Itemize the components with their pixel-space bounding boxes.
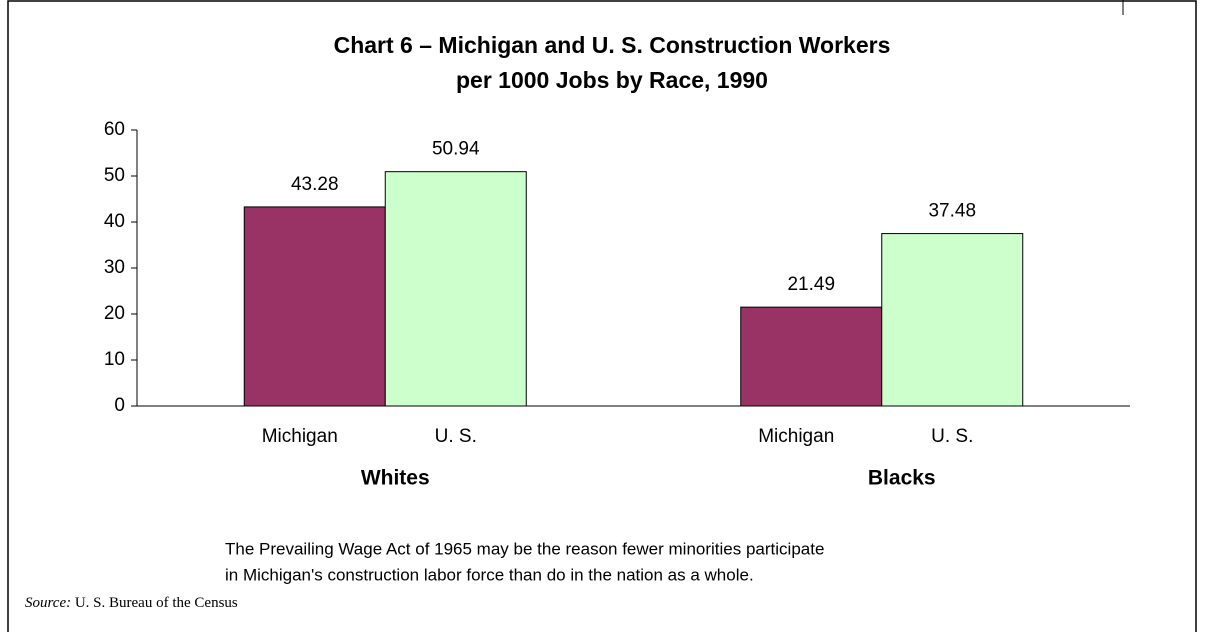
note: The Prevailing Wage Act of 1965 may be t… [225, 539, 824, 558]
bar [243, 206, 386, 407]
y-tick-label: 40 [104, 211, 125, 232]
y-tick-label: 30 [104, 257, 125, 278]
x-category-label: Whites [361, 467, 430, 490]
series-label: Michigan [262, 426, 338, 447]
note: in Michigan's construction labor force t… [225, 565, 754, 584]
series-label: U. S. [931, 426, 973, 447]
value-label: 37.48 [928, 201, 976, 222]
chart-title: per 1000 Jobs by Race, 1990 [456, 67, 768, 93]
x-category-label: Blacks [868, 467, 936, 490]
series-label: U. S. [435, 426, 477, 447]
source: Source: U. S. Bureau of the Census [25, 595, 238, 611]
y-tick-label: 0 [114, 395, 125, 416]
series-label: Michigan [758, 426, 834, 447]
value-label: 43.28 [291, 174, 339, 195]
value-label: 50.94 [432, 139, 480, 160]
y-tick-label: 50 [104, 165, 125, 186]
source-label: Source: [25, 595, 71, 611]
source-text: U. S. Bureau of the Census [75, 595, 238, 611]
y-tick-label: 20 [104, 303, 125, 324]
bar [384, 171, 527, 407]
chart-title: Chart 6 – Michigan and U. S. Constructio… [334, 32, 891, 58]
frame [7, 0, 1197, 632]
value-label: 21.49 [787, 274, 835, 295]
y-tick-label: 10 [104, 349, 125, 370]
bar [881, 233, 1024, 407]
bar [740, 306, 883, 407]
y-tick-label: 60 [104, 119, 125, 140]
